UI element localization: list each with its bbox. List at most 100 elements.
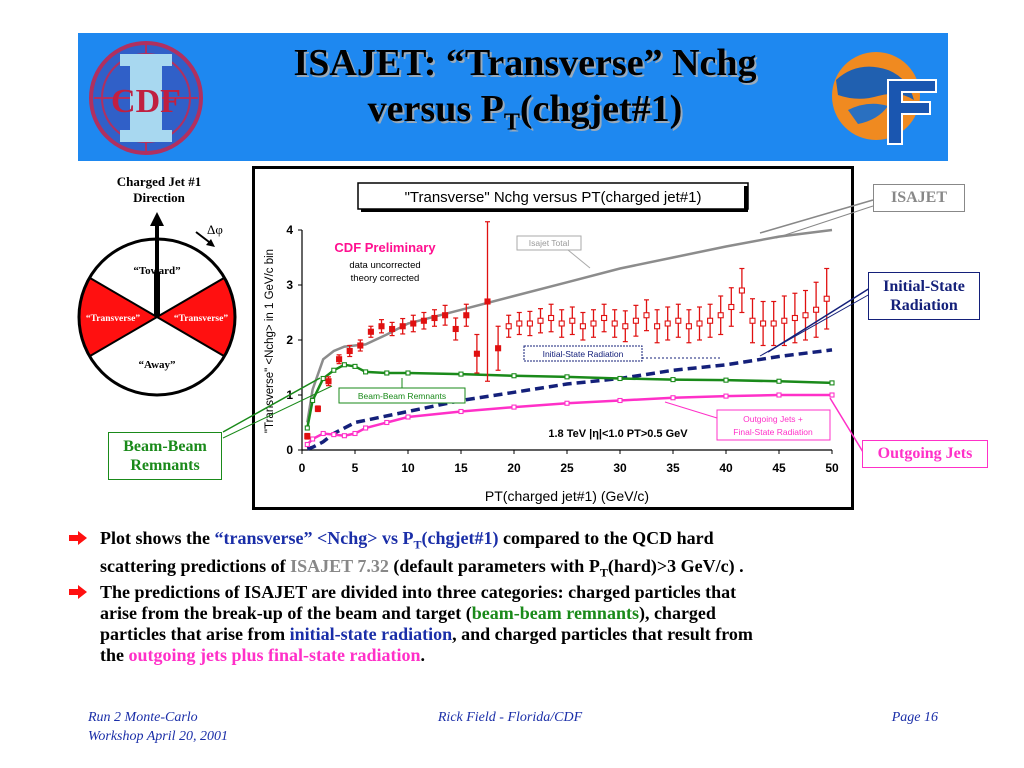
data-point (622, 323, 629, 330)
x-tick-label: 5 (352, 461, 359, 475)
data-point (617, 375, 623, 382)
isajet-total-label: Isajet Total (529, 238, 570, 248)
y-tick-label: 2 (286, 333, 293, 347)
series-0 (306, 228, 833, 423)
y-axis-label: "Transverse" <Nchg> in 1 GeV/c bin (264, 249, 276, 433)
data-point (484, 298, 491, 305)
data-point (696, 320, 703, 327)
data-point (611, 320, 618, 327)
data-point (363, 425, 369, 431)
footer-left: Run 2 Monte-Carlo Workshop April 20, 200… (88, 710, 229, 744)
data-point (670, 395, 676, 401)
data-point (473, 350, 480, 357)
data-point (331, 432, 337, 438)
x-tick-label: 45 (772, 461, 786, 475)
data-point (384, 370, 390, 376)
data-point (336, 356, 343, 363)
data-point (378, 323, 385, 330)
chart-frame (252, 166, 854, 510)
data-point (802, 312, 809, 319)
data-point (495, 345, 502, 352)
data-point (564, 374, 570, 380)
toward-label: “Toward” (133, 265, 180, 277)
data-point (352, 430, 358, 437)
cdf-logo: CDF (89, 41, 203, 155)
data-point (749, 317, 756, 324)
data-point (537, 317, 544, 324)
data-point (723, 393, 729, 399)
data-point (325, 378, 332, 385)
x-tick-label: 15 (454, 461, 468, 475)
data-point (548, 314, 555, 322)
data-point (320, 430, 326, 437)
logo-text: CDF (111, 83, 181, 120)
data-point (617, 397, 623, 404)
data-point (511, 373, 517, 379)
data-point (516, 320, 523, 327)
cdf-preliminary-label: CDF Preliminary (334, 240, 436, 255)
series-2 (304, 362, 835, 431)
isajet-callout: ISAJET (873, 184, 965, 212)
data-point (829, 392, 835, 398)
data-point (341, 362, 347, 368)
data-point (304, 441, 310, 448)
data-point (738, 287, 745, 294)
data-point (776, 392, 782, 398)
bbr-label: Beam-Beam Remnants (358, 391, 446, 401)
x-tick-label: 0 (299, 461, 306, 475)
series-layer (304, 221, 835, 451)
data-point (770, 320, 777, 327)
data-point (632, 317, 639, 324)
data-point (675, 317, 682, 324)
isr-box (523, 345, 643, 362)
data-point (590, 320, 597, 327)
series-line (306, 348, 833, 451)
y-tick-label: 3 (286, 278, 293, 292)
title-banner (78, 33, 948, 161)
isajet-total-box (516, 235, 582, 251)
bbr-callout: Beam-Beam Remnants (108, 432, 222, 480)
isajet-version: ISAJET 7.32 (290, 555, 389, 576)
data-point (352, 363, 358, 369)
data-point (791, 314, 798, 322)
data-point (357, 342, 364, 349)
data-point (410, 320, 417, 327)
outgoing-label-1: Outgoing Jets + (743, 414, 803, 424)
chart-title: "Transverse" Nchg versus PT(charged jet#… (405, 189, 702, 206)
data-point (823, 295, 830, 302)
data-point (569, 317, 576, 324)
footer-page-number: Page 16 (891, 710, 938, 725)
data-point (723, 377, 729, 383)
data-point (363, 369, 369, 375)
jet-arrow-icon (150, 212, 164, 226)
title-line-1: ISAJET: “Transverse” Nchg (293, 42, 757, 84)
data-point (367, 328, 374, 335)
data-point (664, 320, 671, 327)
series-1 (306, 348, 833, 451)
x-tick-label: 30 (613, 461, 627, 475)
data-point (431, 314, 438, 322)
data-point (384, 419, 390, 426)
data-point (564, 400, 570, 406)
data-point (760, 320, 767, 327)
x-tick-label: 20 (507, 461, 521, 475)
data-point (601, 314, 608, 322)
data-point (717, 312, 724, 319)
data-point (781, 317, 788, 324)
x-tick-label: 40 (719, 461, 733, 475)
data-point (314, 405, 321, 412)
data-point (654, 323, 661, 330)
data-point (304, 425, 310, 431)
series-4 (304, 221, 502, 440)
x-tick-label: 50 (825, 461, 839, 475)
slide-title: ISAJET: “Transverse” Nchg versus PT(chgj… (230, 40, 820, 146)
jet-direction-label: Charged Jet #1 Direction (116, 174, 202, 205)
data-point (558, 320, 565, 327)
data-point (452, 325, 459, 333)
x-tick-label: 10 (401, 461, 415, 475)
data-point (341, 433, 347, 439)
series-line (306, 228, 833, 423)
data-point (728, 303, 735, 311)
transverse-left-region (79, 264, 157, 370)
data-point (304, 433, 311, 440)
